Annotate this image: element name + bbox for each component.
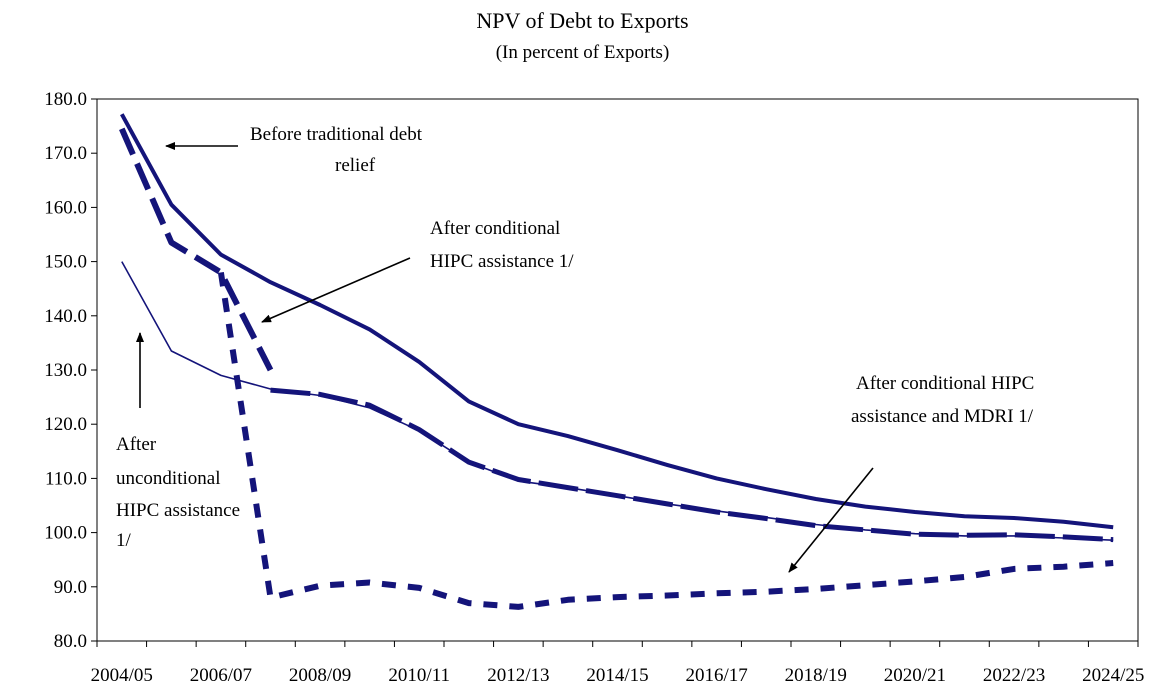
series-line-1: [121, 261, 1114, 541]
x-tick-label: 2014/15: [586, 665, 648, 686]
annotation-arrow: [261, 257, 411, 323]
y-tick-label: 160.0: [44, 197, 87, 218]
annotation-text: 1/: [116, 530, 132, 551]
annotation-text: After conditional HIPC: [856, 373, 1034, 394]
annotation-text: Before traditional debt: [250, 124, 423, 145]
series-line-4: [217, 271, 1114, 610]
annotation-arrow: [788, 467, 874, 573]
annotation-text: After conditional: [430, 218, 560, 239]
y-tick-label: 130.0: [44, 360, 87, 381]
x-tick-label: 2022/23: [983, 665, 1045, 686]
y-tick-label: 180.0: [44, 89, 87, 110]
y-tick-label: 90.0: [54, 577, 87, 598]
series-line-3: [270, 387, 1114, 543]
plot-area: [96, 98, 1139, 642]
y-tick-label: 120.0: [44, 414, 87, 435]
x-tick-label: 2004/05: [91, 665, 153, 686]
y-tick-label: 100.0: [44, 523, 87, 544]
annotation-text: unconditional: [116, 468, 220, 489]
series-line-2: [119, 127, 274, 372]
chart-subtitle: (In percent of Exports): [495, 42, 670, 63]
x-tick-label: 2010/11: [388, 665, 450, 686]
x-tick-label: 2006/07: [190, 665, 252, 686]
x-tick-label: 2012/13: [487, 665, 549, 686]
x-tick-label: 2008/09: [289, 665, 351, 686]
chart-title: NPV of Debt to Exports: [476, 8, 689, 33]
y-tick-label: 80.0: [54, 631, 87, 652]
x-tick-label: 2018/19: [785, 665, 847, 686]
y-tick-label: 150.0: [44, 252, 87, 273]
annotation-text: relief: [335, 155, 376, 176]
series-line-0: [120, 113, 1114, 530]
x-tick-label: 2024/25: [1082, 665, 1144, 686]
x-tick-label: 2016/17: [686, 665, 748, 686]
x-tick-label: 2020/21: [884, 665, 946, 686]
annotation-text: After: [116, 434, 157, 455]
annotation-text: HIPC assistance 1/: [430, 251, 574, 272]
y-tick-label: 170.0: [44, 143, 87, 164]
annotation-text: assistance and MDRI 1/: [851, 406, 1034, 427]
y-tick-label: 140.0: [44, 306, 87, 327]
y-tick-label: 110.0: [45, 468, 87, 489]
annotation-text: HIPC assistance: [116, 500, 240, 521]
